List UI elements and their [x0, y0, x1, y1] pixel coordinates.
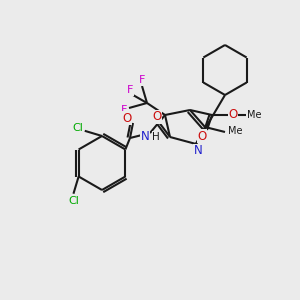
Text: N: N: [194, 145, 202, 158]
Text: Cl: Cl: [68, 196, 79, 206]
Text: F: F: [127, 85, 133, 95]
Text: O: O: [153, 110, 162, 123]
Text: Me: Me: [228, 126, 242, 136]
Text: N: N: [141, 130, 149, 143]
Text: O: O: [122, 112, 132, 124]
Text: F: F: [121, 105, 127, 115]
Text: F: F: [139, 75, 145, 85]
Text: O: O: [197, 130, 207, 142]
Text: H: H: [152, 132, 160, 142]
Text: Me: Me: [247, 110, 261, 120]
Text: Cl: Cl: [72, 123, 83, 133]
Text: O: O: [228, 109, 238, 122]
